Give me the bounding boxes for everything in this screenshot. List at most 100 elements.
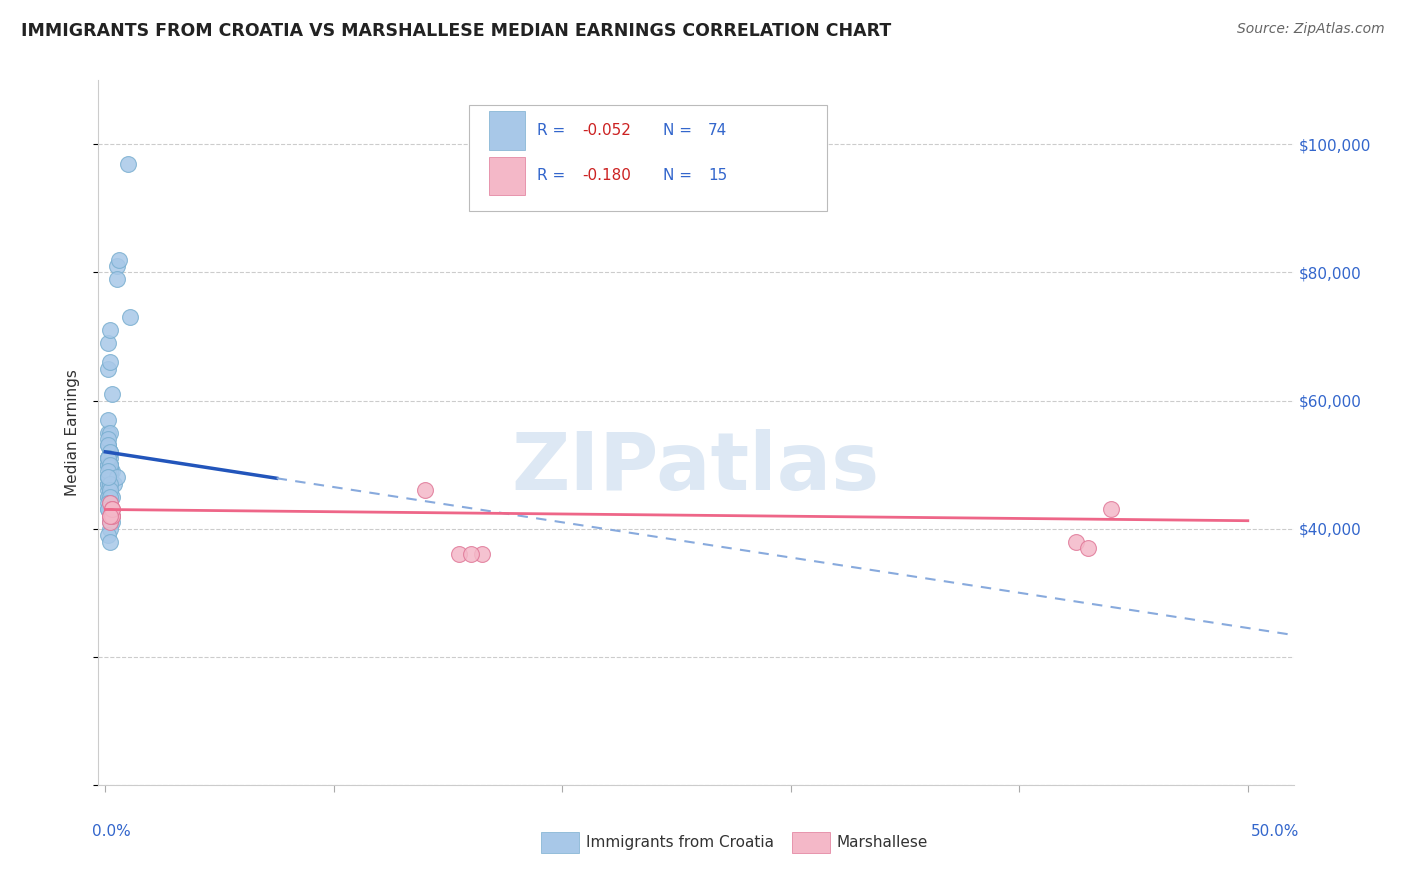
Point	[97, 490, 120, 504]
Point	[97, 470, 120, 484]
Point	[97, 458, 120, 472]
Point	[98, 516, 121, 530]
Point	[98, 458, 121, 472]
Point	[105, 470, 128, 484]
Text: 15: 15	[709, 169, 727, 184]
Point	[101, 508, 124, 523]
Point	[98, 458, 121, 472]
Point	[98, 508, 121, 523]
Point	[98, 425, 121, 440]
Point	[105, 272, 128, 286]
Point	[98, 355, 121, 369]
Point	[98, 496, 121, 510]
Point	[101, 387, 124, 401]
Text: 0.0%: 0.0%	[93, 823, 131, 838]
Text: R =: R =	[537, 169, 571, 184]
Text: N =: N =	[662, 123, 696, 138]
Point	[98, 464, 121, 478]
Point	[101, 502, 124, 516]
Point	[101, 508, 124, 523]
Point	[97, 483, 120, 498]
Point	[97, 425, 120, 440]
Point	[98, 458, 121, 472]
Point	[97, 361, 120, 376]
Point	[98, 483, 121, 498]
Point	[98, 323, 121, 337]
Point	[98, 476, 121, 491]
Point	[98, 476, 121, 491]
Point	[98, 516, 121, 530]
Point	[1066, 534, 1088, 549]
Point	[1099, 502, 1122, 516]
Point	[117, 156, 139, 170]
Point	[97, 470, 120, 484]
Point	[98, 496, 121, 510]
Point	[108, 252, 131, 267]
Text: IMMIGRANTS FROM CROATIA VS MARSHALLESE MEDIAN EARNINGS CORRELATION CHART: IMMIGRANTS FROM CROATIA VS MARSHALLESE M…	[21, 22, 891, 40]
Point	[97, 476, 120, 491]
Point	[97, 451, 120, 466]
Point	[97, 470, 120, 484]
Point	[97, 451, 120, 466]
Point	[98, 445, 121, 459]
Bar	[489, 112, 524, 150]
Point	[98, 490, 121, 504]
Point	[101, 490, 124, 504]
Text: 50.0%: 50.0%	[1251, 823, 1299, 838]
Point	[97, 335, 120, 350]
Point	[97, 413, 120, 427]
Point	[105, 259, 128, 273]
Point	[97, 451, 120, 466]
Point	[97, 458, 120, 472]
Point	[97, 502, 120, 516]
Point	[98, 458, 121, 472]
Point	[98, 470, 121, 484]
Text: ZIPatlas: ZIPatlas	[512, 429, 880, 507]
Point	[97, 438, 120, 452]
Point	[98, 464, 121, 478]
Point	[98, 508, 121, 523]
Bar	[541, 832, 579, 854]
Point	[98, 445, 121, 459]
Text: Marshallese: Marshallese	[837, 835, 928, 850]
Point	[98, 483, 121, 498]
Point	[98, 470, 121, 484]
Text: 74: 74	[709, 123, 727, 138]
Point	[97, 470, 120, 484]
Point	[98, 464, 121, 478]
Point	[97, 438, 120, 452]
Y-axis label: Median Earnings: Median Earnings	[65, 369, 80, 496]
Point	[98, 470, 121, 484]
Text: -0.052: -0.052	[582, 123, 631, 138]
Point	[97, 451, 120, 466]
Point	[471, 547, 494, 561]
Point	[98, 534, 121, 549]
Bar	[792, 832, 830, 854]
Point	[98, 451, 121, 466]
Point	[101, 516, 124, 530]
Point	[98, 445, 121, 459]
Point	[98, 502, 121, 516]
Point	[98, 496, 121, 510]
Point	[98, 522, 121, 536]
Point	[1077, 541, 1099, 555]
Text: -0.180: -0.180	[582, 169, 631, 184]
Point	[101, 464, 124, 478]
Point	[97, 476, 120, 491]
Point	[98, 470, 121, 484]
Bar	[489, 156, 524, 195]
Point	[101, 508, 124, 523]
Point	[120, 310, 142, 325]
Point	[98, 483, 121, 498]
Point	[97, 464, 120, 478]
Point	[97, 432, 120, 446]
Point	[101, 502, 124, 516]
Point	[97, 502, 120, 516]
Point	[460, 547, 482, 561]
Point	[98, 508, 121, 523]
Point	[97, 528, 120, 542]
Point	[97, 458, 120, 472]
Point	[449, 547, 471, 561]
Text: Source: ZipAtlas.com: Source: ZipAtlas.com	[1237, 22, 1385, 37]
Point	[98, 458, 121, 472]
